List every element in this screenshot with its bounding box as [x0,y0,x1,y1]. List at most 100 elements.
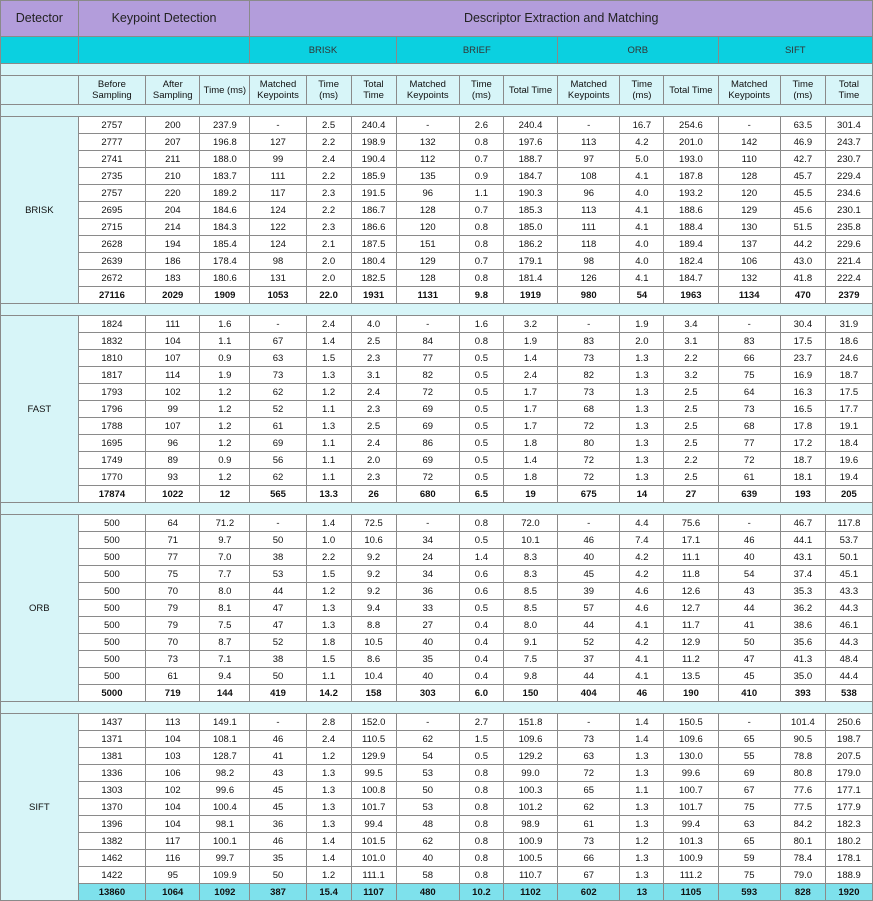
table-cell: 99 [249,150,307,168]
table-cell: 36 [249,815,307,833]
table-cell: 116 [145,849,201,867]
table-cell: 132 [717,269,781,287]
table-cell: 104 [145,815,201,833]
table-cell: 61 [557,815,621,833]
total-cell: 6.5 [458,485,504,503]
table-cell: 2.2 [663,349,719,367]
table-cell: 0.7 [458,252,504,270]
table-cell: 16.7 [619,116,665,134]
table-cell: 16.5 [779,400,826,418]
table-cell: 0.9 [199,451,251,469]
table-cell: 113 [557,133,621,151]
table-cell: 111.2 [663,866,719,884]
table-cell: 4.0 [619,235,665,253]
table-cell: 8.5 [502,582,559,600]
table-cell: 1.1 [305,667,352,685]
table-cell: 75 [717,866,781,884]
table-cell: 190.4 [350,150,397,168]
table-cell: 250.6 [824,713,873,731]
table-cell: 40 [557,548,621,566]
table-cell: 44 [557,667,621,685]
table-cell: 1.3 [305,417,352,435]
table-cell: 106 [717,252,781,270]
table-cell: 37 [557,650,621,668]
table-cell: 47 [249,599,307,617]
table-row: 500 75 7.7 53 1.5 9.2 34 0.6 8.3 45 4.2 11.8 54 37.4 4… [1,565,873,583]
table-cell: 130 [717,218,781,236]
table-cell: 100.3 [502,781,559,799]
table-cell: 500 [77,514,147,532]
table-cell: 73 [557,349,621,367]
table-cell: 186.2 [502,235,559,253]
total-cell: 14 [619,485,665,503]
table-cell: 188.4 [663,218,719,236]
table-cell: 113 [145,713,201,731]
table-cell: 1.1 [619,781,665,799]
table-cell: 54 [717,565,781,583]
table-cell: 188.7 [502,150,559,168]
table-cell: 210 [145,167,201,185]
table-row: 1462 116 99.7 35 1.4 101.0 40 0.8 100.5 66 1.3 100.… [1,849,873,867]
table-cell: 104 [145,332,201,350]
table-cell: 61 [249,417,307,435]
table-cell: 1.9 [619,315,665,333]
table-cell: 50 [249,866,307,884]
table-row: 1817 114 1.9 73 1.3 3.1 82 0.5 2.4 82 1.3 3.2 75 16.9… [1,366,873,384]
table-cell: 0.4 [458,650,504,668]
table-cell: 46 [557,531,621,549]
table-cell: 101.0 [350,849,397,867]
table-row: 1796 99 1.2 52 1.1 2.3 69 0.5 1.7 68 1.3 2.5 73 16.5 1… [1,400,873,418]
table-cell: 96 [145,434,201,452]
table-cell: 8.0 [199,582,251,600]
table-cell: 2741 [77,150,147,168]
table-cell: 18.4 [824,434,873,452]
table-cell: 128.7 [199,747,251,765]
table-cell: 100.4 [199,798,251,816]
table-cell: 36.2 [779,599,826,617]
table-cell: 189.4 [663,235,719,253]
table-cell: 186.6 [350,218,397,236]
table-cell: 1336 [77,764,147,782]
table-cell: 2.5 [663,468,719,486]
table-cell: 2.2 [305,548,352,566]
total-row: 5000 719 144 419 14.2 158 303 6.0 150 404 46 190 410… [1,684,873,702]
table-cell: 64 [145,514,201,532]
total-cell: 2029 [145,286,201,304]
table-cell: 240.4 [350,116,397,134]
table-cell: 38.6 [779,616,826,634]
table-cell: 2.0 [305,252,352,270]
table-cell: 61 [145,667,201,685]
table-cell: - [395,116,460,134]
table-cell: 72 [717,451,781,469]
table-cell: 126 [557,269,621,287]
table-cell: 0.5 [458,417,504,435]
table-cell: 132 [395,133,460,151]
table-cell: 62 [395,832,460,850]
table-cell: 1.1 [305,451,352,469]
table-cell: 8.1 [199,599,251,617]
table-cell: 0.9 [458,167,504,185]
total-cell: 404 [557,684,621,702]
table-row: 1370 104 100.4 45 1.3 101.7 53 0.8 101.2 62 1.3 101… [1,798,873,816]
table-cell: 73 [717,400,781,418]
table-cell: 500 [77,565,147,583]
table-cell: 0.8 [458,781,504,799]
table-cell: 80.1 [779,832,826,850]
table-cell: 104 [145,730,201,748]
table-cell: 1.3 [305,764,352,782]
table-cell: 84 [395,332,460,350]
table-cell: 129.9 [350,747,397,765]
table-cell: 180.4 [350,252,397,270]
table-cell: 2.3 [350,349,397,367]
table-cell: 2.8 [305,713,352,731]
total-cell: 1909 [199,286,251,304]
table-cell: 151 [395,235,460,253]
table-cell: 500 [77,633,147,651]
table-row: BRISK 2757 200 237.9-2.5 240.4-2.6 240.4-16.7… [0,116,873,304]
table-cell: 46.7 [779,514,826,532]
table-cell: 17.8 [779,417,826,435]
table-cell: 2.2 [305,167,352,185]
table-cell: 67 [717,781,781,799]
table-cell: 221.4 [824,252,873,270]
